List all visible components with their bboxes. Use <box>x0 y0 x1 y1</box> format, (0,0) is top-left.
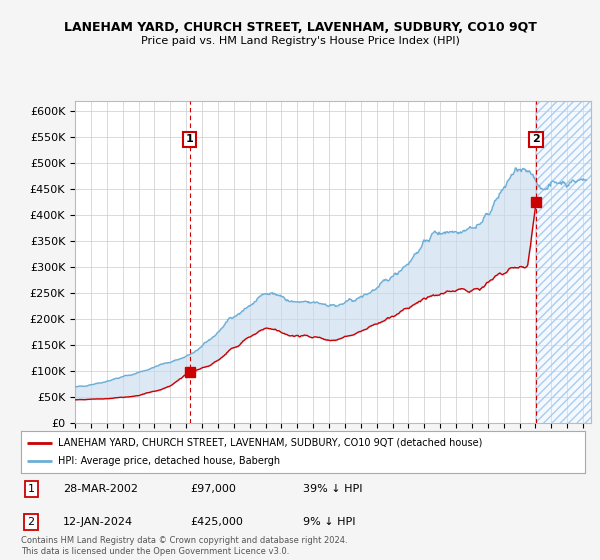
Text: 9% ↓ HPI: 9% ↓ HPI <box>303 517 355 527</box>
Text: HPI: Average price, detached house, Babergh: HPI: Average price, detached house, Babe… <box>58 456 280 466</box>
Text: 1: 1 <box>186 134 194 144</box>
Text: 1: 1 <box>28 484 35 494</box>
Text: £97,000: £97,000 <box>190 484 236 494</box>
Text: Price paid vs. HM Land Registry's House Price Index (HPI): Price paid vs. HM Land Registry's House … <box>140 36 460 46</box>
Bar <box>536 101 591 423</box>
Text: Contains HM Land Registry data © Crown copyright and database right 2024.
This d: Contains HM Land Registry data © Crown c… <box>21 536 347 556</box>
Text: £425,000: £425,000 <box>190 517 243 527</box>
Text: 39% ↓ HPI: 39% ↓ HPI <box>303 484 362 494</box>
Text: 2: 2 <box>532 134 540 144</box>
Text: 28-MAR-2002: 28-MAR-2002 <box>64 484 139 494</box>
Text: 12-JAN-2024: 12-JAN-2024 <box>64 517 133 527</box>
Bar <box>536 101 591 423</box>
Text: LANEHAM YARD, CHURCH STREET, LAVENHAM, SUDBURY, CO10 9QT (detached house): LANEHAM YARD, CHURCH STREET, LAVENHAM, S… <box>58 438 482 448</box>
Text: LANEHAM YARD, CHURCH STREET, LAVENHAM, SUDBURY, CO10 9QT: LANEHAM YARD, CHURCH STREET, LAVENHAM, S… <box>64 21 536 34</box>
Text: 2: 2 <box>28 517 35 527</box>
